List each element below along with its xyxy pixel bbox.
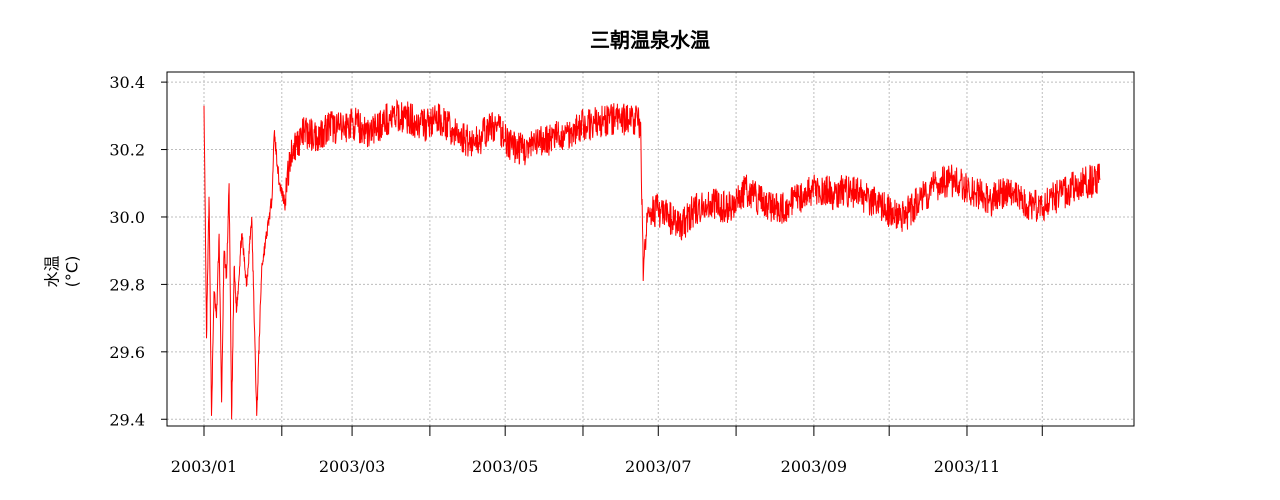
chart-title: 三朝温泉水温: [590, 28, 710, 52]
y-tick-label: 29.6: [109, 343, 145, 362]
x-tick-label: 2003/01: [171, 457, 237, 476]
x-tick-label: 2003/07: [625, 457, 691, 476]
plot-frame: [166, 71, 1135, 427]
y-tick-label: 30.0: [109, 208, 145, 227]
x-tick-label: 2003/09: [781, 457, 847, 476]
x-tick-label: 2003/05: [472, 457, 538, 476]
series-line: [203, 98, 1101, 420]
y-tick-label: 30.2: [109, 141, 145, 160]
x-tick-label: 2003/11: [934, 457, 1000, 476]
y-tick-label: 29.8: [109, 275, 145, 294]
y-tick-label: 30.4: [109, 73, 145, 92]
x-tick-label: 2003/03: [319, 457, 385, 476]
y-tick-label: 29.4: [109, 410, 145, 429]
